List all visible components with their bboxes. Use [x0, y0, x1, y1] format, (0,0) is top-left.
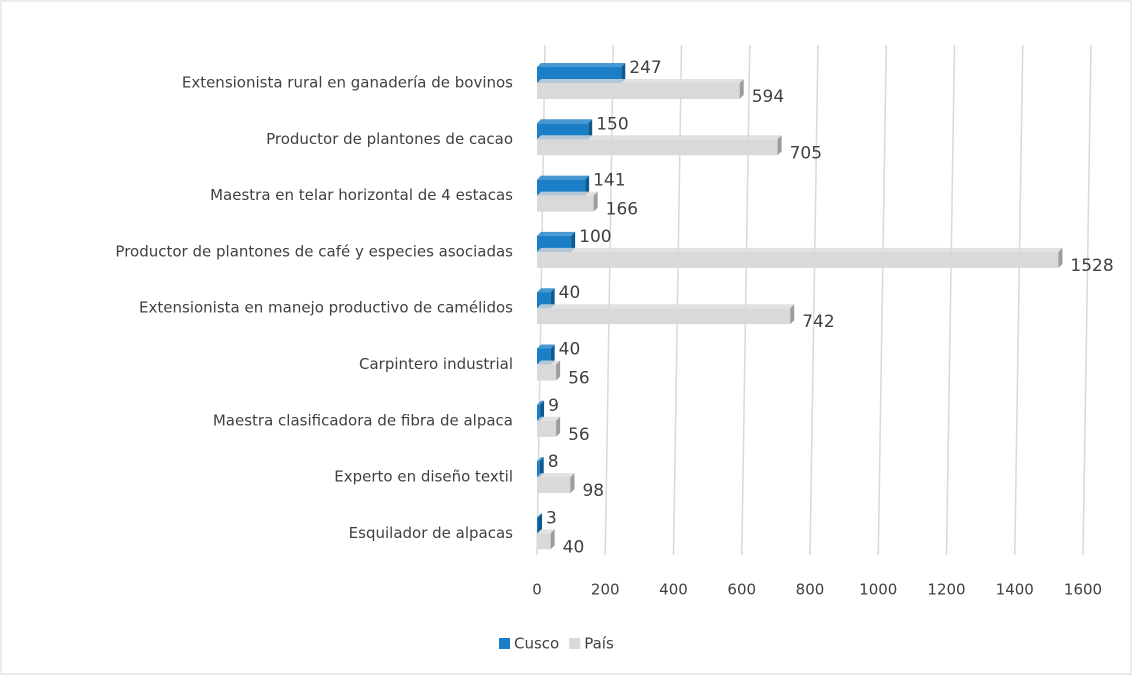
value-label: 40: [563, 537, 585, 557]
legend-swatch: [569, 638, 581, 649]
x-tick-label: 400: [659, 581, 688, 599]
bar-top: [537, 344, 555, 349]
x-tick-label: 0: [532, 581, 542, 599]
bar: [537, 364, 557, 381]
x-tick-label: 1200: [927, 581, 965, 599]
bar-side: [550, 344, 555, 365]
x-tick-label: 600: [727, 581, 756, 599]
value-label: 742: [802, 312, 834, 332]
bar-top: [537, 304, 795, 309]
bar: [537, 477, 571, 494]
grid-line: [1082, 44, 1092, 556]
bar-side: [571, 231, 576, 252]
grid-line: [1014, 44, 1024, 556]
value-label: 247: [629, 58, 661, 78]
category-label: Experto en diseño textil: [334, 468, 513, 486]
bar-top: [537, 529, 555, 534]
bar-side: [585, 175, 590, 196]
bar-side: [556, 416, 561, 437]
bar-top: [537, 457, 544, 462]
bar-side: [593, 191, 598, 212]
value-label: 9: [548, 396, 559, 416]
grid-line: [809, 44, 819, 556]
value-label: 100: [579, 227, 611, 247]
bar-side: [539, 457, 544, 478]
value-label: 40: [559, 283, 581, 303]
bar-top: [537, 288, 555, 293]
x-tick-label: 1400: [996, 581, 1034, 599]
bar: [537, 420, 557, 437]
grid-line: [945, 44, 956, 556]
bar: [537, 139, 778, 156]
value-label: 166: [606, 200, 638, 220]
value-label: 150: [596, 114, 628, 134]
value-label: 98: [582, 481, 604, 501]
bar-side: [540, 400, 545, 421]
grid-line: [877, 44, 887, 556]
bar: [537, 308, 791, 325]
legend-label: País: [584, 635, 614, 653]
bar-top: [537, 191, 598, 196]
bar-side: [538, 513, 543, 534]
x-tick-label: 800: [796, 581, 825, 599]
bar: [537, 461, 540, 478]
grid-line: [604, 44, 614, 556]
category-label: Extensionista rural en ganadería de bovi…: [182, 74, 513, 92]
x-tick-label: 1000: [859, 581, 897, 599]
bar-side: [1058, 247, 1063, 268]
bar: [537, 404, 541, 421]
category-label: Productor de plantones de café y especie…: [115, 242, 513, 260]
value-label: 141: [593, 171, 625, 191]
category-label: Carpintero industrial: [359, 355, 513, 373]
x-tick-label: 200: [591, 581, 620, 599]
bar-side: [621, 63, 626, 83]
bar: [537, 517, 539, 534]
bar-top: [537, 400, 545, 405]
bar: [537, 195, 594, 212]
bar-top: [537, 416, 561, 421]
value-label: 3: [546, 508, 557, 528]
bar-top: [537, 247, 1063, 252]
bar-top: [537, 135, 782, 140]
bar-top: [537, 473, 575, 478]
legend-swatch: [499, 638, 510, 649]
category-label: Esquilador de alpacas: [349, 524, 514, 542]
legend-label: Cusco: [514, 635, 559, 653]
value-label: 8: [548, 452, 559, 472]
value-label: 1528: [1070, 256, 1113, 276]
grid-line: [741, 44, 751, 556]
bar-side: [739, 79, 744, 99]
bar: [537, 533, 551, 550]
category-label: Maestra en telar horizontal de 4 estacas: [210, 186, 513, 204]
category-label: Productor de plantones de cacao: [266, 130, 513, 148]
value-label: 40: [559, 340, 581, 360]
bar-side: [777, 135, 782, 156]
bar-side: [588, 119, 593, 140]
category-label: Maestra clasificadora de fibra de alpaca: [213, 411, 513, 429]
value-label: 56: [568, 425, 590, 445]
bar-top: [537, 360, 561, 365]
value-label: 594: [752, 87, 784, 107]
bar-top: [537, 231, 576, 236]
bar-side: [570, 473, 575, 494]
bar-side: [550, 288, 555, 309]
x-tick-label: 1600: [1064, 581, 1102, 599]
bar: [537, 83, 740, 99]
bar: [537, 251, 1059, 268]
bar-side: [550, 529, 555, 550]
grid-line: [672, 44, 683, 556]
bar-side: [556, 360, 561, 381]
bar-top: [537, 79, 744, 83]
bar-top: [537, 513, 543, 518]
bar-side: [790, 304, 795, 325]
value-label: 56: [568, 369, 590, 389]
bar-top: [537, 119, 593, 124]
value-label: 705: [790, 143, 822, 163]
bar-top: [537, 63, 626, 67]
category-label: Extensionista en manejo productivo de ca…: [139, 299, 513, 317]
bar-top: [537, 175, 590, 180]
